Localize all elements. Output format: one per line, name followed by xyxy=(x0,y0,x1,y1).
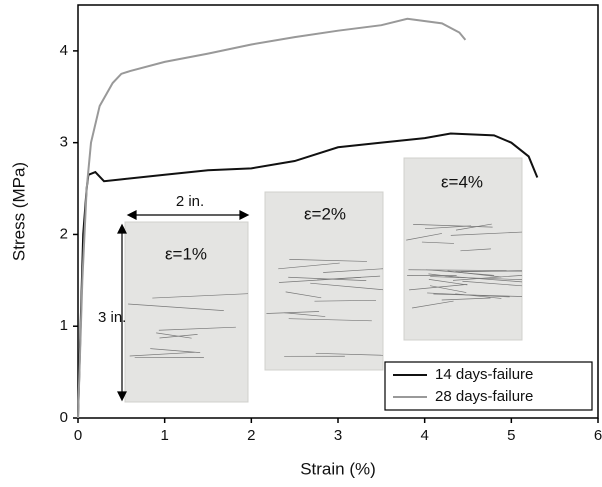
specimen-image xyxy=(124,221,249,403)
crack xyxy=(430,276,522,280)
annotation: ε=2% xyxy=(304,204,346,223)
legend-label: 14 days-failure xyxy=(435,366,533,383)
x-tick-label: 6 xyxy=(594,427,602,444)
arrow xyxy=(117,223,127,402)
crack xyxy=(323,268,384,273)
crack xyxy=(288,276,367,281)
crack xyxy=(413,224,493,228)
crack xyxy=(421,241,455,244)
x-tick-label: 4 xyxy=(420,427,428,444)
crack xyxy=(424,225,472,230)
crack xyxy=(150,348,201,353)
crack xyxy=(288,318,372,322)
data-line xyxy=(77,17,467,419)
x-tick-label: 2 xyxy=(247,427,255,444)
crack xyxy=(278,262,340,270)
crack xyxy=(156,332,192,339)
y-tick-label: 3 xyxy=(60,134,68,151)
crack xyxy=(129,351,195,357)
crack xyxy=(406,233,442,241)
crack xyxy=(455,223,492,231)
crack xyxy=(460,248,491,252)
crack xyxy=(412,300,454,309)
legend-box xyxy=(384,361,593,411)
crack xyxy=(158,326,236,331)
crack xyxy=(310,282,384,291)
x-tick-label: 1 xyxy=(160,427,168,444)
x-tick-label: 0 xyxy=(74,427,82,444)
crack xyxy=(445,275,523,283)
crack xyxy=(278,276,361,283)
y-tick-label: 4 xyxy=(60,42,68,59)
crack xyxy=(452,275,523,281)
y-tick-label: 0 xyxy=(60,409,68,426)
crack xyxy=(315,352,384,356)
specimen-image xyxy=(264,191,384,371)
crack xyxy=(427,292,510,298)
crack xyxy=(409,284,468,291)
annotation: 3 in. xyxy=(98,309,126,326)
crack xyxy=(152,293,249,299)
crack xyxy=(441,297,491,301)
crack xyxy=(462,280,523,287)
crack xyxy=(461,270,523,273)
crack xyxy=(450,231,523,236)
crack xyxy=(284,312,326,317)
y-tick-label: 1 xyxy=(60,317,68,334)
crack xyxy=(428,279,468,286)
y-axis-label: Stress (MPa) xyxy=(9,162,28,261)
legend-label: 28 days-failure xyxy=(435,388,533,405)
annotation: 2 in. xyxy=(176,193,204,210)
crack xyxy=(285,291,322,299)
crack xyxy=(426,269,495,276)
specimen-image xyxy=(403,157,523,341)
annotation: ε=4% xyxy=(441,172,483,191)
x-tick-label: 5 xyxy=(507,427,515,444)
crack xyxy=(314,299,377,302)
y-tick-label: 2 xyxy=(60,225,68,242)
crack xyxy=(128,303,224,311)
arrow xyxy=(126,210,250,220)
crack xyxy=(408,269,507,271)
x-axis-label: Strain (%) xyxy=(300,459,376,478)
crack xyxy=(289,259,367,262)
crack xyxy=(429,285,467,293)
x-tick-label: 3 xyxy=(334,427,342,444)
crack xyxy=(266,311,320,314)
annotation: ε=1% xyxy=(165,244,207,263)
